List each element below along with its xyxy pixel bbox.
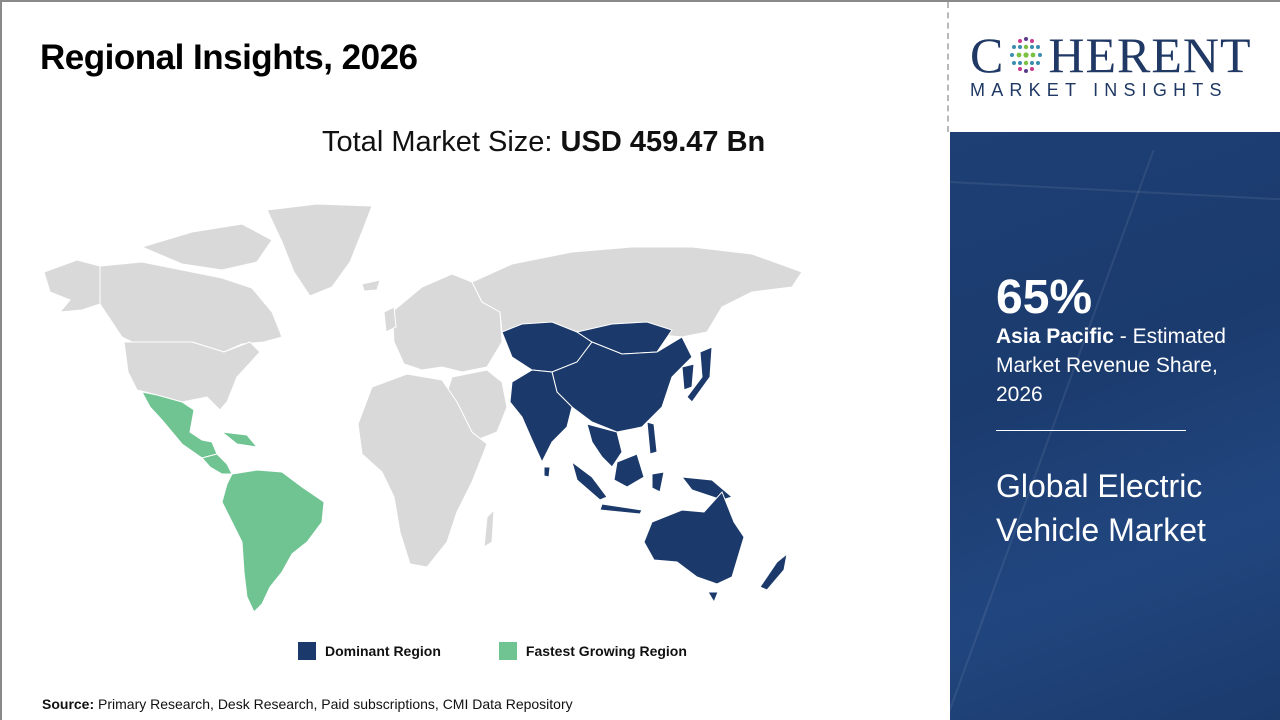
sumatra <box>571 460 608 501</box>
source-note: Source: Primary Research, Desk Research,… <box>42 696 573 712</box>
central-america <box>201 453 233 475</box>
mexico <box>141 391 218 459</box>
source-label: Source: <box>42 696 95 712</box>
logo-letter-c: C <box>970 27 1005 83</box>
market-size-label: Total Market Size: <box>322 126 553 158</box>
logo-letters-herent: HERENT <box>1048 27 1252 83</box>
fastest-swatch <box>498 642 517 660</box>
map-legend: Dominant Region Fastest Growing Region <box>298 642 745 660</box>
india-south-asia <box>509 369 573 464</box>
logo-wordmark: C HERENT <box>970 30 1252 80</box>
canada-islands <box>140 223 273 271</box>
madagascar <box>483 508 495 548</box>
south-america <box>221 469 325 613</box>
legend-fastest-label: Fastest Growing Region <box>525 643 687 659</box>
share-description: Asia Pacific - Estimated Market Revenue … <box>996 322 1256 409</box>
market-size-value: USD 459.47 Bn <box>560 126 766 158</box>
tasmania <box>707 591 719 604</box>
insight-panel: 65% Asia Pacific - Estimated Market Reve… <box>950 132 1280 720</box>
philippines <box>646 421 658 455</box>
brand-logo: C HERENT MARKET INSIGHTS <box>950 2 1280 132</box>
region-name: Asia Pacific <box>996 325 1114 348</box>
source-text: Primary Research, Desk Research, Paid su… <box>94 696 573 712</box>
alaska <box>43 259 101 313</box>
world-map <box>43 203 803 613</box>
africa <box>357 373 488 568</box>
caribbean <box>220 431 259 448</box>
usa <box>123 341 261 411</box>
market-name: Global Electric Vehicle Market <box>996 468 1206 548</box>
logo-tagline: MARKET INSIGHTS <box>970 80 1228 100</box>
divider <box>947 2 949 132</box>
legend-fastest: Fastest Growing Region <box>498 642 687 660</box>
korea <box>681 363 695 391</box>
europe <box>391 273 503 373</box>
legend-dominant-label: Dominant Region <box>325 643 441 659</box>
total-market-size: Total Market Size: USD 459.47 Bn <box>322 126 765 159</box>
left-content: Regional Insights, 2026 Total Market Siz… <box>2 2 948 720</box>
australia <box>643 491 745 585</box>
new-zealand <box>759 552 788 591</box>
borneo <box>613 453 645 488</box>
bg-streak <box>950 178 1280 208</box>
legend-dominant: Dominant Region <box>298 642 441 660</box>
sri-lanka <box>543 466 551 478</box>
new-guinea <box>680 476 734 501</box>
sulawesi <box>651 471 665 493</box>
panel-divider <box>996 430 1186 431</box>
dotted-globe-icon <box>1010 37 1043 73</box>
page-title: Regional Insights, 2026 <box>40 38 418 77</box>
japan <box>686 346 713 403</box>
dominant-swatch <box>298 642 316 660</box>
southeast-asia <box>586 423 623 468</box>
canada <box>99 261 283 353</box>
share-text: - Estimated Market Revenue Share, 2026 <box>996 325 1226 406</box>
share-percent: 65% <box>996 271 1093 324</box>
bg-streak <box>950 149 1155 715</box>
greenland <box>266 203 373 297</box>
java <box>599 503 643 515</box>
